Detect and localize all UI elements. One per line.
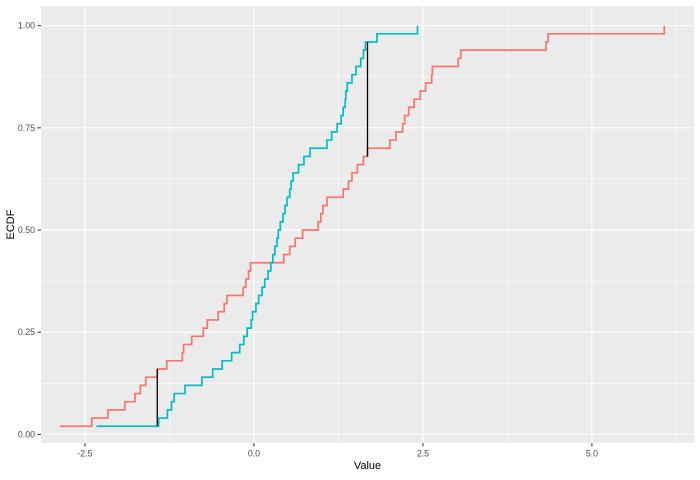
x-tick-label: 5.0 xyxy=(586,449,598,459)
y-tick-label: 0.75 xyxy=(18,123,35,133)
ecdf-line-series-2 xyxy=(96,25,419,428)
y-tick-label: 1.00 xyxy=(18,21,35,31)
panel-layer: -2.5 0.0 2.5 5.0 0.00 0.25 0.50 0.75 1.00 xyxy=(18,6,694,459)
x-tick-label: 2.5 xyxy=(417,449,429,459)
x-tick-label: -2.5 xyxy=(77,449,92,459)
x-tick-label: 0.0 xyxy=(248,449,260,459)
y-tick-label: 0.50 xyxy=(18,225,35,235)
ecdf-line-series-1 xyxy=(59,25,666,428)
y-axis-title: ECDF xyxy=(5,209,17,239)
y-tick-label: 0.00 xyxy=(18,429,35,439)
x-axis-title: Value xyxy=(354,460,381,472)
y-tick-label: 0.25 xyxy=(18,327,35,337)
